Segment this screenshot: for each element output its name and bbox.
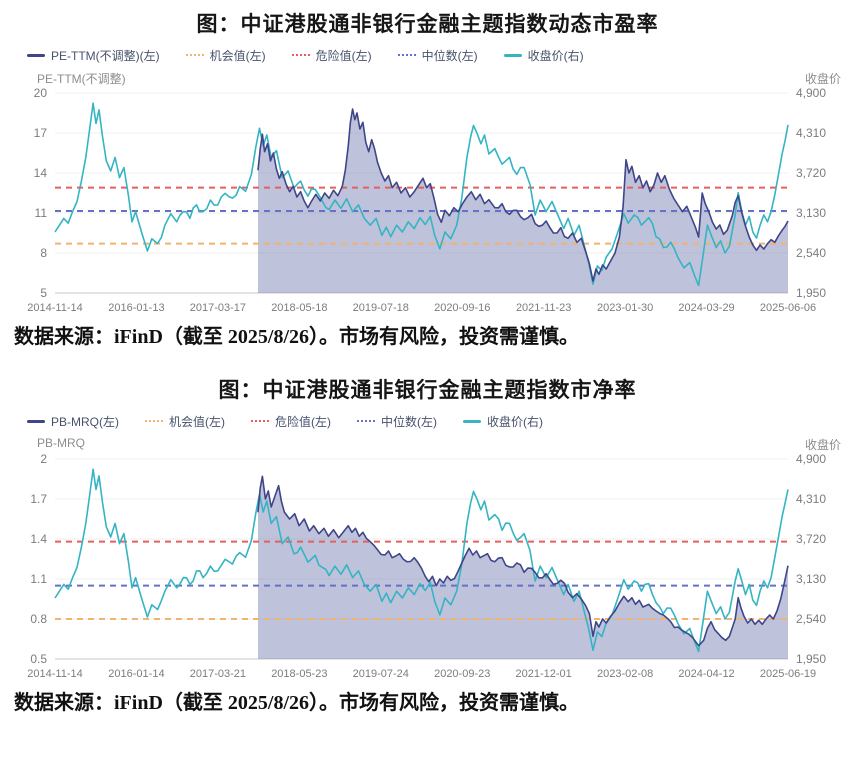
pe-chart-section: 图：中证港股通非银行金融主题指数动态市盈率 PE-TTM(不调整)(左) 机会值(…	[0, 0, 855, 350]
svg-text:1,950: 1,950	[796, 286, 826, 300]
dotted-line-marker-icon	[397, 54, 416, 56]
svg-text:4,310: 4,310	[796, 492, 826, 506]
svg-text:2,540: 2,540	[796, 612, 826, 626]
dotted-line-marker-icon	[357, 420, 375, 422]
legend-label: 中位数(左)	[381, 414, 437, 429]
svg-text:1,950: 1,950	[796, 652, 826, 666]
pb-chart-title: 图：中证港股通非银行金融主题指数市净率	[218, 378, 637, 402]
svg-text:2021-11-23: 2021-11-23	[516, 302, 571, 314]
pb-right-axis-caption: 收盘价	[804, 438, 841, 452]
svg-text:3,130: 3,130	[796, 572, 826, 586]
dotted-line-marker-icon	[185, 54, 204, 56]
svg-text:8: 8	[40, 246, 47, 260]
legend-label: 机会值(左)	[209, 48, 266, 63]
legend-item-收盘价(右)[interactable]: 收盘价(右)	[463, 413, 543, 430]
svg-text:5: 5	[40, 286, 47, 300]
svg-text:2024-04-12: 2024-04-12	[678, 668, 734, 680]
legend-label: 收盘价(右)	[527, 48, 584, 63]
svg-text:4,310: 4,310	[796, 126, 826, 140]
legend-item-中位数(左)[interactable]: 中位数(左)	[357, 413, 437, 430]
line-marker-icon	[27, 419, 45, 423]
legend-label: 中位数(左)	[421, 48, 478, 63]
svg-text:2017-03-21: 2017-03-21	[190, 668, 246, 680]
svg-text:3,720: 3,720	[796, 166, 826, 180]
pb-plot-area: 2 4,900 1.7 4,310 1.4 3,720 1.1 3,130 0.8 2,540 0.…	[27, 452, 826, 680]
pb-left-axis-caption: PB-MRQ	[37, 436, 85, 450]
svg-text:11: 11	[35, 206, 48, 220]
svg-text:4,900: 4,900	[796, 452, 826, 466]
legend-item-中位数(左)[interactable]: 中位数(左)	[397, 47, 478, 64]
svg-text:2: 2	[40, 452, 47, 466]
svg-text:3,130: 3,130	[796, 206, 826, 220]
svg-text:2017-03-17: 2017-03-17	[190, 302, 246, 314]
pb-chart-legend: PB-MRQ(左) 机会值(左) 危险值(左) 中位数(左) 收盘价(右)	[27, 413, 855, 429]
svg-text:2018-05-23: 2018-05-23	[271, 668, 327, 680]
svg-text:2023-01-30: 2023-01-30	[597, 302, 653, 314]
dotted-line-marker-icon	[251, 420, 269, 422]
svg-text:2025-06-06: 2025-06-06	[760, 302, 816, 314]
svg-text:2016-01-13: 2016-01-13	[108, 302, 164, 314]
legend-label: PE-TTM(不调整)(左)	[51, 48, 160, 63]
legend-item-机会值(左)[interactable]: 机会值(左)	[145, 413, 225, 430]
legend-item-收盘价(右)[interactable]: 收盘价(右)	[503, 47, 584, 64]
legend-item-危险值(左)[interactable]: 危险值(左)	[291, 47, 372, 64]
svg-text:17: 17	[34, 126, 48, 140]
pe-source-note: 数据来源：iFinD（截至 2025/8/26）。市场有风险，投资需谨慎。	[14, 326, 580, 348]
pe-right-axis-caption: 收盘价	[804, 72, 841, 86]
svg-text:0.8: 0.8	[30, 612, 47, 626]
svg-text:2023-02-08: 2023-02-08	[597, 668, 653, 680]
svg-text:14: 14	[34, 166, 48, 180]
svg-text:2024-03-29: 2024-03-29	[678, 302, 734, 314]
svg-text:2019-07-24: 2019-07-24	[353, 668, 409, 680]
legend-label: 收盘价(右)	[487, 414, 543, 429]
pe-chart-legend: PE-TTM(不调整)(左) 机会值(左) 危险值(左) 中位数(左) 收盘价(右)	[27, 47, 855, 63]
svg-text:2018-05-18: 2018-05-18	[271, 302, 327, 314]
legend-item-机会值(左)[interactable]: 机会值(左)	[185, 47, 266, 64]
legend-item-PE-TTM(不调整)(左)[interactable]: PE-TTM(不调整)(左)	[27, 47, 160, 64]
svg-text:2021-12-01: 2021-12-01	[516, 668, 572, 680]
svg-text:2019-07-18: 2019-07-18	[353, 302, 409, 314]
svg-text:2014-11-14: 2014-11-14	[27, 302, 82, 314]
pe-plot-area: 20 4,900 17 4,310 14 3,720 11 3,130 8 2,540 5 1,950…	[27, 86, 826, 314]
svg-text:2014-11-14: 2014-11-14	[27, 668, 82, 680]
svg-text:1.1: 1.1	[30, 572, 47, 586]
legend-label: 危险值(左)	[315, 48, 372, 63]
svg-text:2020-09-16: 2020-09-16	[434, 302, 490, 314]
pe-chart-title: 图：中证港股通非银行金融主题指数动态市盈率	[196, 12, 659, 36]
line-marker-icon	[503, 53, 522, 57]
line-marker-icon	[27, 53, 45, 57]
legend-label: PB-MRQ(左)	[51, 414, 119, 429]
line-marker-icon	[463, 419, 481, 423]
svg-text:2,540: 2,540	[796, 246, 826, 260]
pb-source-note: 数据来源：iFinD（截至 2025/8/26）。市场有风险，投资需谨慎。	[14, 692, 580, 714]
dotted-line-marker-icon	[291, 54, 310, 56]
svg-text:2020-09-23: 2020-09-23	[434, 668, 490, 680]
legend-item-PB-MRQ(左)[interactable]: PB-MRQ(左)	[27, 413, 119, 430]
legend-label: 危险值(左)	[275, 414, 331, 429]
svg-text:4,900: 4,900	[796, 86, 826, 100]
svg-text:0.5: 0.5	[30, 652, 47, 666]
legend-item-危险值(左)[interactable]: 危险值(左)	[251, 413, 331, 430]
svg-text:3,720: 3,720	[796, 532, 826, 546]
dotted-line-marker-icon	[145, 420, 163, 422]
svg-text:2025-06-19: 2025-06-19	[760, 668, 816, 680]
pe-left-axis-caption: PE-TTM(不调整)	[37, 72, 126, 86]
pb-chart-section: 图：中证港股通非银行金融主题指数市净率 PB-MRQ(左) 机会值(左) 危险值(左…	[0, 376, 855, 716]
svg-text:1.7: 1.7	[30, 492, 47, 506]
legend-label: 机会值(左)	[169, 414, 225, 429]
svg-text:1.4: 1.4	[30, 532, 47, 546]
svg-text:2016-01-14: 2016-01-14	[108, 668, 164, 680]
svg-text:20: 20	[34, 86, 48, 100]
